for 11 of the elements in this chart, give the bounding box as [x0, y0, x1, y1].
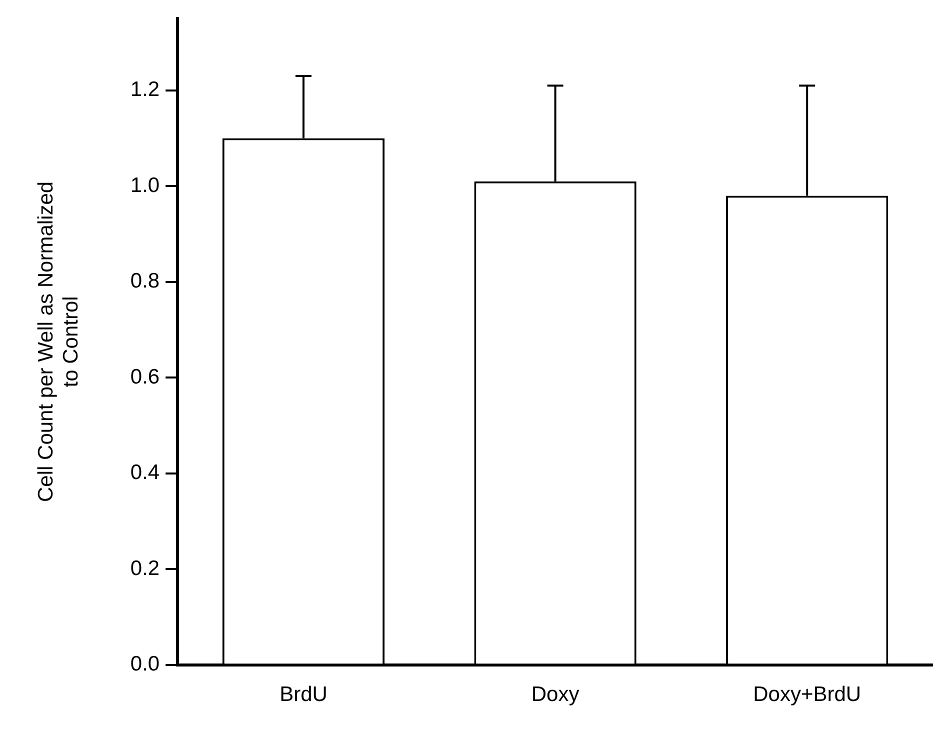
x-tick-label: Doxy+BrdU [753, 683, 862, 706]
y-tick-label: 0.8 [130, 270, 160, 293]
y-tick-label: 0.0 [130, 652, 160, 676]
y-tick-label: 0.6 [130, 365, 160, 388]
x-tick-label: Doxy [531, 683, 580, 706]
x-tick-label: BrdU [280, 683, 328, 706]
y-tick-label: 0.4 [130, 461, 160, 484]
y-axis-title: Cell Count per Well as Normalized to Control [34, 181, 83, 502]
y-tick-label: 1.0 [130, 174, 160, 197]
y-tick-label: 0.2 [130, 556, 160, 580]
y-tick-label: 1.2 [130, 78, 160, 102]
